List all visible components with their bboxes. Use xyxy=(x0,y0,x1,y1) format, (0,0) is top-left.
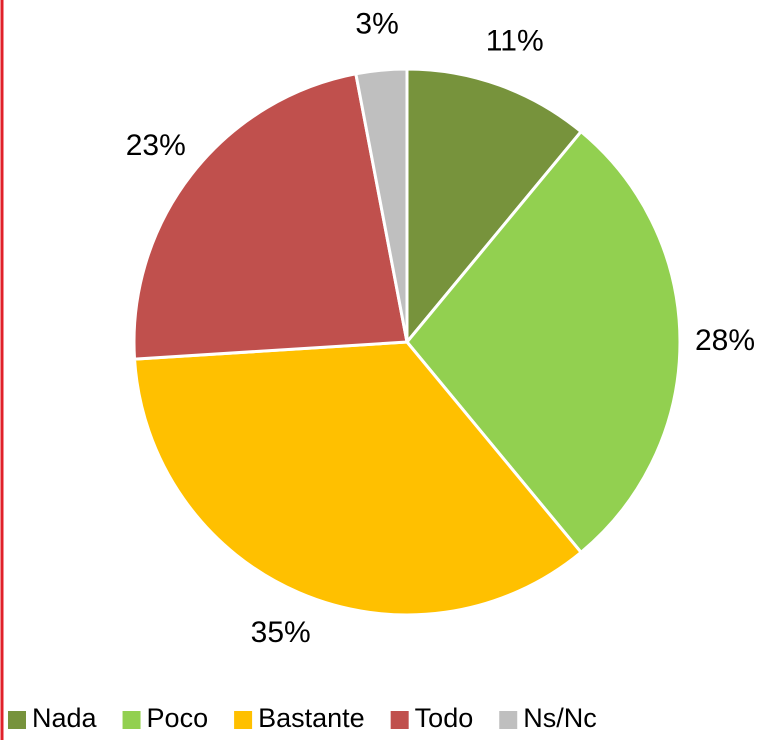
pie-slice xyxy=(405,129,682,555)
legend-swatch xyxy=(390,711,409,729)
legend-swatch xyxy=(8,711,26,729)
pie-slice xyxy=(405,67,584,347)
legend-label: Poco xyxy=(147,703,209,733)
legend-label: Nada xyxy=(32,703,98,733)
legend-swatch xyxy=(122,711,141,729)
data-label: 3% xyxy=(355,7,398,40)
legend-swatch xyxy=(234,711,253,729)
data-label: 23% xyxy=(126,129,186,162)
legend-swatch xyxy=(499,711,518,729)
legend-label: Todo xyxy=(415,703,474,733)
legend-label: Ns/Nc xyxy=(523,703,597,733)
data-label: 28% xyxy=(695,324,755,357)
legend-label: Bastante xyxy=(258,703,365,733)
pie-slice xyxy=(354,67,409,343)
data-label: 11% xyxy=(486,25,544,58)
data-label: 35% xyxy=(251,616,311,649)
pie-slice xyxy=(132,340,584,617)
pie-slice xyxy=(132,72,409,361)
